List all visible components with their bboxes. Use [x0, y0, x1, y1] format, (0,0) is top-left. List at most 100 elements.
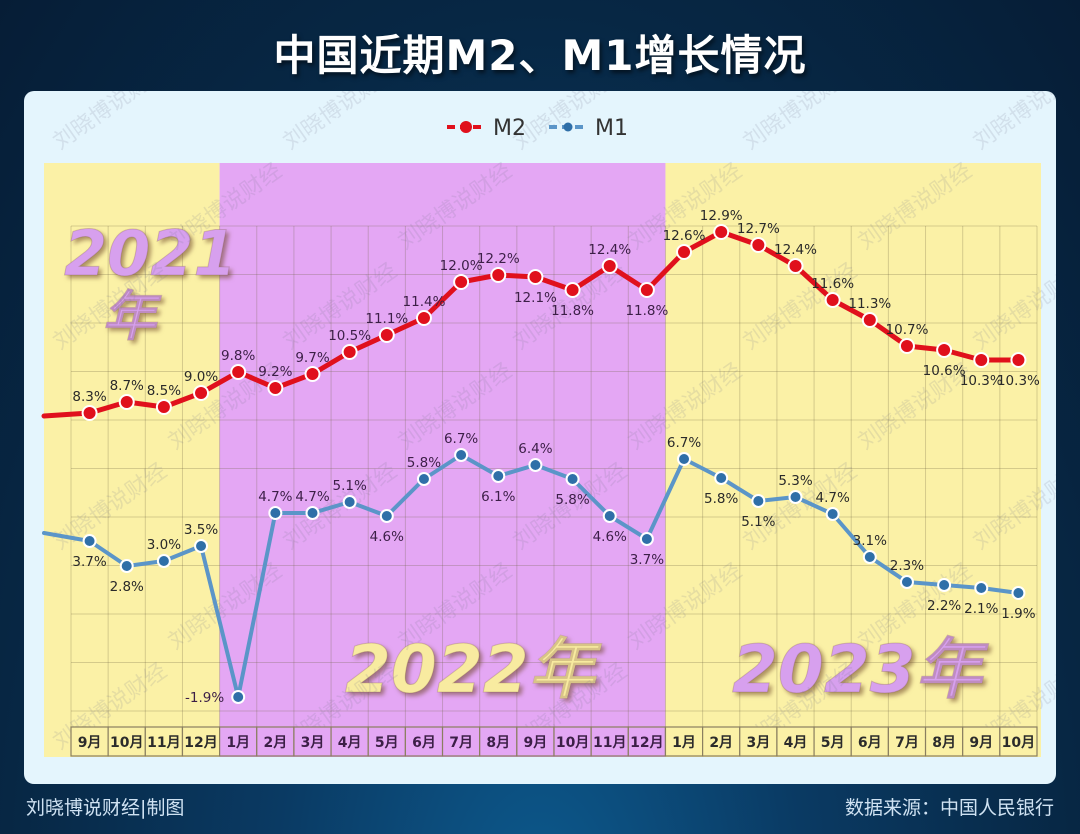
- month-cell: 9月: [962, 726, 1001, 757]
- m1-data-label: 3.5%: [184, 522, 218, 538]
- m1-point: [937, 578, 952, 592]
- m1-data-label: 1.9%: [1001, 606, 1035, 622]
- m2-point: [527, 269, 544, 285]
- m2-data-label: 10.6%: [923, 363, 966, 379]
- m2-point: [898, 338, 915, 354]
- m1-data-label: 5.8%: [555, 492, 589, 508]
- m1-point: [974, 581, 989, 595]
- month-cell: 6月: [850, 726, 889, 757]
- svg-text:1月: 1月: [226, 735, 250, 751]
- m2-data-label: 10.5%: [328, 328, 371, 344]
- month-cell: 1月: [664, 726, 704, 757]
- m2-data-label: 11.8%: [625, 303, 668, 319]
- year-labels: 2021 年 2022年 2023年: [64, 217, 991, 709]
- year-label-2021: 2021: [64, 217, 237, 290]
- month-cell: 5月: [813, 726, 852, 757]
- m2-data-label: 8.3%: [72, 389, 106, 405]
- chart-title: 中国近期M2、M1增长情况: [273, 31, 807, 80]
- month-cell: 11月: [590, 726, 629, 757]
- m1-point: [825, 507, 840, 521]
- m1-point: [416, 472, 431, 486]
- month-cell: 10月: [107, 726, 146, 757]
- m1-data-label: 4.7%: [815, 490, 849, 506]
- m2-point: [230, 364, 247, 380]
- m1-point: [82, 534, 97, 548]
- band-2023: [665, 163, 1041, 757]
- m2-data-label: 12.1%: [514, 290, 557, 306]
- m2-data-label: 10.7%: [886, 322, 929, 338]
- m2-data-label: 8.7%: [110, 378, 144, 394]
- m1-data-label: -1.9%: [185, 690, 224, 706]
- m1-point: [602, 509, 617, 523]
- m1-point: [788, 490, 803, 504]
- m1-data-label: 6.1%: [481, 489, 515, 505]
- m2-point: [81, 405, 98, 421]
- year-bands: [44, 163, 1041, 757]
- m2-data-label: 9.0%: [184, 369, 218, 385]
- m1-data-label: 3.7%: [72, 554, 106, 570]
- svg-text:8月: 8月: [486, 735, 510, 751]
- m1-data-label: 2.2%: [927, 598, 961, 614]
- year-label-2021-suffix: 年: [102, 285, 162, 348]
- svg-text:7月: 7月: [449, 735, 473, 751]
- month-cell: 2月: [256, 726, 295, 757]
- svg-text:11月: 11月: [593, 735, 626, 751]
- m1-data-label: 5.8%: [407, 455, 441, 471]
- m2-point: [601, 258, 618, 274]
- month-cell: 11月: [144, 726, 184, 757]
- svg-text:10月: 10月: [556, 735, 589, 751]
- m2-data-label: 9.7%: [295, 350, 329, 366]
- svg-text:4月: 4月: [784, 735, 808, 751]
- svg-text:刘晓博说财经: 刘晓博说财经: [969, 91, 1056, 155]
- m2-point: [750, 237, 767, 253]
- series-m1: 3.7%2.8%3.0%3.5%-1.9%4.7% 4.7%5.1%4.6%5.8…: [42, 431, 1036, 706]
- m1-point: [677, 452, 692, 466]
- m1-data-label: 3.0%: [147, 537, 181, 553]
- m1-data-label: 5.8%: [704, 491, 738, 507]
- svg-text:11月: 11月: [147, 735, 180, 751]
- month-cell: 8月: [924, 726, 964, 757]
- svg-text:1月: 1月: [672, 735, 696, 751]
- m1-data-label: 3.7%: [630, 552, 664, 568]
- m2-data-label: 9.2%: [258, 364, 292, 380]
- m2-point: [378, 327, 395, 343]
- m2-point: [118, 394, 135, 410]
- svg-text:2月: 2月: [709, 735, 733, 751]
- m1-data-label: 6.7%: [667, 435, 701, 451]
- m1-point: [862, 550, 877, 564]
- m1-point: [156, 554, 171, 568]
- m2-point: [638, 282, 655, 298]
- month-cell: 10月: [999, 726, 1038, 757]
- m2-point: [341, 344, 358, 360]
- m1-point: [714, 471, 729, 485]
- m1-data-label: 4.6%: [593, 529, 627, 545]
- month-cell: 9月: [70, 726, 109, 757]
- m1-point: [454, 448, 469, 462]
- m1-data-label: 2.1%: [964, 601, 998, 617]
- band-2021: [44, 163, 220, 757]
- m1-point: [194, 539, 209, 553]
- m2-data-label: 12.2%: [477, 251, 520, 267]
- m2-point: [1010, 352, 1027, 368]
- m1-point: [565, 472, 580, 486]
- month-cell: 6月: [404, 726, 444, 757]
- month-cell: 3月: [293, 726, 332, 757]
- month-cell: 1月: [219, 726, 258, 757]
- m2-data-label: 12.4%: [588, 242, 631, 258]
- m2-point: [973, 352, 990, 368]
- m1-point: [268, 506, 283, 520]
- band-2022: [219, 163, 666, 757]
- m1-point: [639, 532, 654, 546]
- svg-text:M1: M1: [595, 116, 628, 141]
- svg-text:4月: 4月: [338, 735, 362, 751]
- m1-point: [1011, 586, 1026, 600]
- month-cell: 5月: [367, 726, 406, 757]
- svg-text:8月: 8月: [932, 735, 956, 751]
- m2-data-label: 10.3%: [997, 373, 1040, 389]
- svg-text:9月: 9月: [78, 735, 102, 751]
- m2-data-label: 10.3%: [960, 373, 1003, 389]
- year-label-2022: 2022年: [345, 631, 603, 708]
- m1-data-label: 5.1%: [741, 514, 775, 530]
- m2-point: [267, 380, 284, 396]
- m1-data-label: 5.3%: [778, 473, 812, 489]
